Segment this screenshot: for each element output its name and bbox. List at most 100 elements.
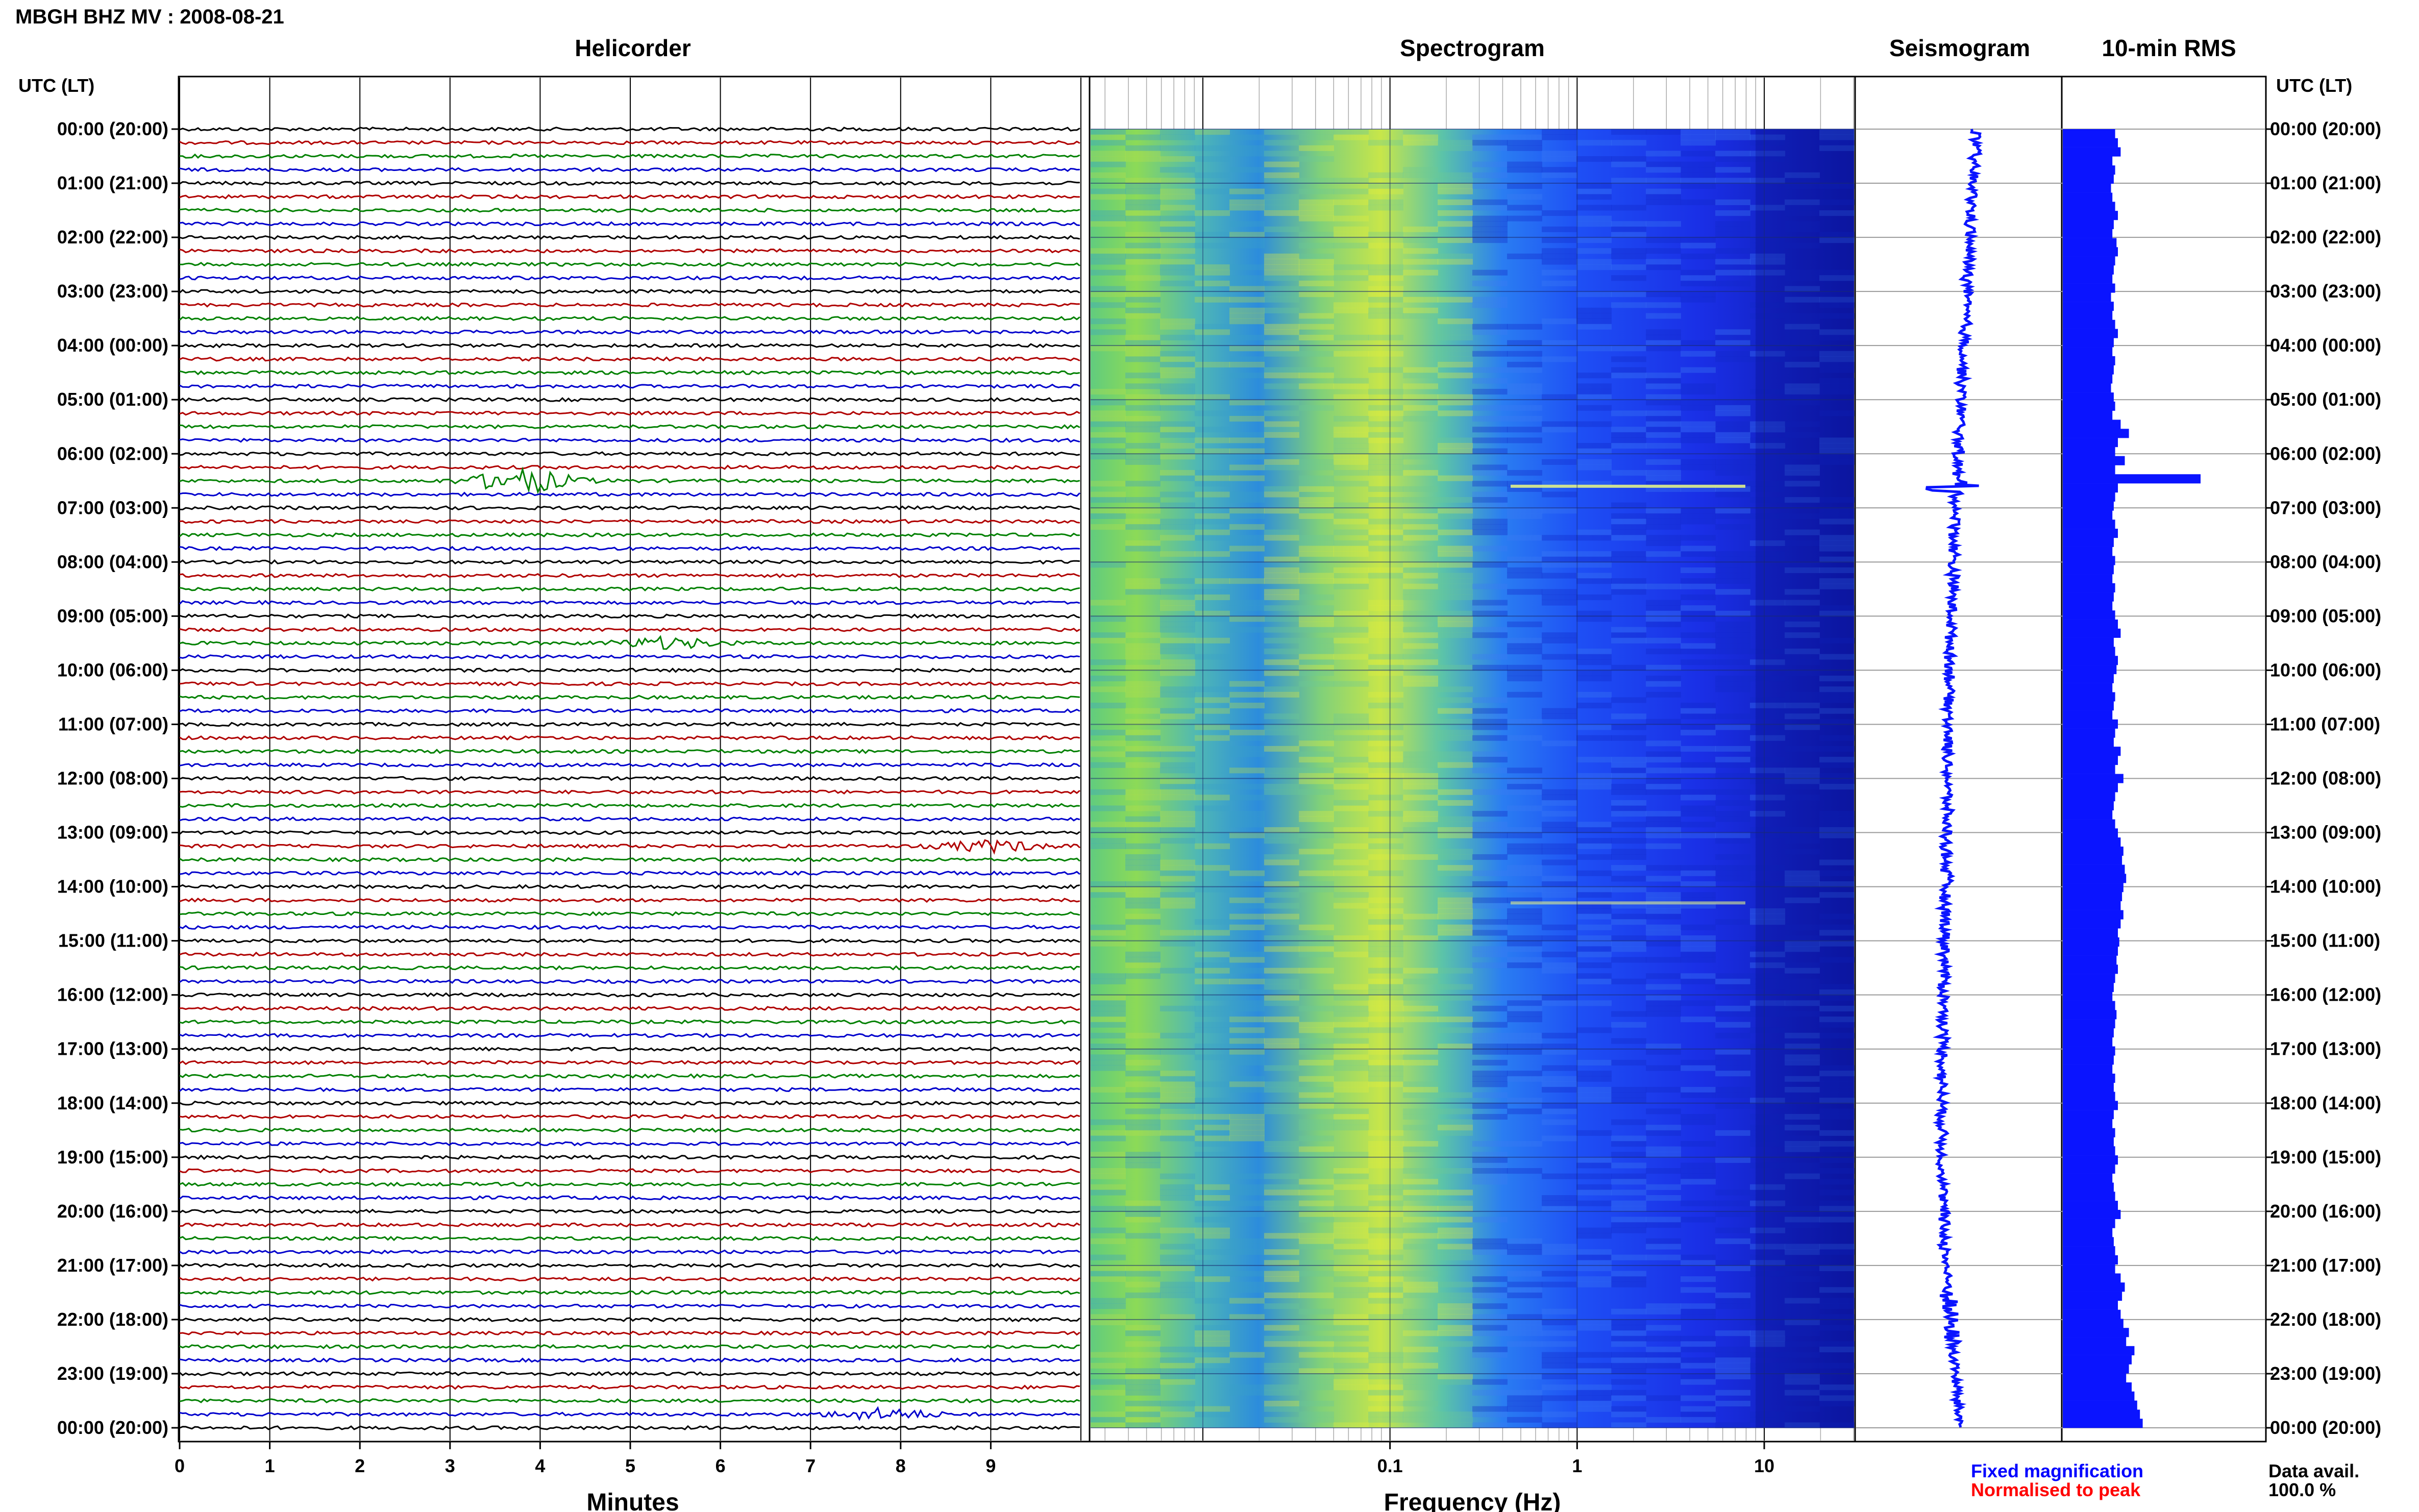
rms-bar [2063, 438, 2118, 448]
rms-bar [2063, 492, 2115, 502]
rms-bar [2063, 1246, 2115, 1256]
rms-bar [2063, 238, 2117, 247]
helicorder-trace [179, 1330, 1080, 1336]
hour-label: 06:00 (02:00) [57, 443, 168, 464]
rms-bar [2063, 1237, 2114, 1247]
hour-label: 14:00 (10:00) [57, 876, 168, 897]
helicorder-trace [179, 776, 1080, 781]
rms-bar [2063, 974, 2115, 983]
rms-bar [2063, 474, 2201, 484]
helicorder-trace [179, 153, 1080, 159]
rms-bar [2063, 302, 2114, 311]
rms-bar [2063, 392, 2114, 402]
rms-bar [2063, 801, 2114, 811]
rms-bar [2063, 1309, 2121, 1319]
helicorder-trace [179, 857, 1080, 862]
rms-bar [2063, 365, 2114, 375]
rms-bar [2063, 1409, 2140, 1419]
hour-label: 07:00 (03:00) [57, 497, 168, 518]
rms-bar [2063, 1146, 2115, 1156]
rms-bars [2063, 129, 2201, 1428]
rms-bar [2063, 864, 2125, 874]
rms-bar [2063, 1264, 2115, 1274]
rms-bar [2063, 529, 2118, 538]
rms-bar [2063, 1055, 2114, 1065]
helicorder-trace [179, 235, 1080, 240]
rms-bar [2063, 1164, 2115, 1174]
rms-bar [2063, 982, 2114, 993]
rms-bar [2063, 855, 2122, 865]
helicorder-trace [179, 424, 1080, 430]
rms-bar [2063, 919, 2121, 929]
rms-bar [2063, 637, 2114, 647]
minute-tick-label: 8 [896, 1455, 906, 1476]
helicorder-trace [179, 1303, 1080, 1309]
helicorder-trace [179, 884, 1080, 889]
rms-bar [2063, 383, 2111, 393]
rms-bar [2063, 683, 2113, 692]
rms-bar [2063, 837, 2121, 847]
seismogram-title: Seismogram [1889, 35, 2030, 61]
helicorder-trace [179, 1425, 1080, 1430]
helicorder-x-axis: 0 1 2 3 4 5 6 7 8 9 [175, 1442, 996, 1476]
rms-bar [2063, 1219, 2115, 1228]
helicorder-trace [179, 965, 1080, 971]
helicorder-trace [179, 1073, 1080, 1079]
hour-label: 09:00 (05:00) [57, 605, 168, 626]
rms-bar [2063, 419, 2121, 429]
helicorder-trace [179, 207, 1080, 213]
helicorder-trace [179, 586, 1080, 592]
minute-tick-label: 1 [265, 1455, 275, 1476]
helicorder-trace [179, 1087, 1080, 1093]
helicorder-trace [179, 1154, 1080, 1160]
rms-bar [2063, 338, 2114, 348]
helicorder-trace [179, 1222, 1080, 1228]
hour-label: 13:00 (09:00) [2270, 822, 2381, 843]
rms-bar [2063, 901, 2121, 910]
rms-bar [2063, 1382, 2132, 1392]
hour-label: 05:00 (01:00) [2270, 389, 2381, 410]
helicorder-trace [179, 1276, 1080, 1282]
rms-bar [2063, 192, 2113, 202]
helicorder-trace [179, 762, 1080, 768]
rms-bar [2063, 619, 2118, 629]
helicorder-trace [179, 735, 1080, 741]
helicorder-trace [179, 667, 1080, 673]
helicorder-trace [179, 613, 1080, 619]
hour-gridlines [171, 128, 2273, 1429]
seismogram-panel [1854, 76, 2063, 1443]
rms-bar [2063, 955, 2117, 965]
rms-bar [2063, 783, 2118, 792]
rms-bar [2063, 628, 2121, 638]
hour-label: 03:00 (23:00) [57, 281, 168, 302]
helicorder-trace [179, 316, 1080, 321]
helicorder-trace [179, 1249, 1080, 1255]
rms-bar [2063, 1010, 2117, 1020]
hour-label: 01:00 (21:00) [57, 172, 168, 193]
helicorder-trace [179, 329, 1080, 335]
hour-label: 10:00 (06:00) [57, 659, 168, 680]
rms-bar [2063, 211, 2118, 220]
helicorder-trace [180, 1317, 1080, 1322]
frequency-tick-label: 0.1 [1377, 1455, 1403, 1476]
rms-bar [2063, 674, 2114, 683]
rms-bar [2063, 429, 2129, 438]
helicorder-trace [179, 288, 1080, 294]
helicorder-trace [179, 451, 1080, 457]
helicorder-trace [179, 275, 1080, 281]
rms-bar [2063, 447, 2115, 456]
hour-label: 18:00 (14:00) [2270, 1093, 2381, 1113]
rms-bar [2063, 874, 2127, 883]
rms-bar [2063, 592, 2114, 602]
rms-bar [2063, 202, 2115, 211]
hour-label: 04:00 (00:00) [2270, 335, 2381, 356]
data-avail-value: 100.0 % [2268, 1479, 2336, 1500]
hour-label: 21:00 (17:00) [2270, 1255, 2381, 1276]
helicorder-trace [179, 1398, 1080, 1404]
rms-bar [2063, 1019, 2115, 1029]
helicorder-trace [179, 466, 1080, 494]
rms-bar [2063, 1255, 2118, 1265]
seismogram-line [1925, 129, 1984, 1428]
rms-bar [2063, 1037, 2113, 1047]
helicorder-title: Helicorder [575, 35, 691, 61]
